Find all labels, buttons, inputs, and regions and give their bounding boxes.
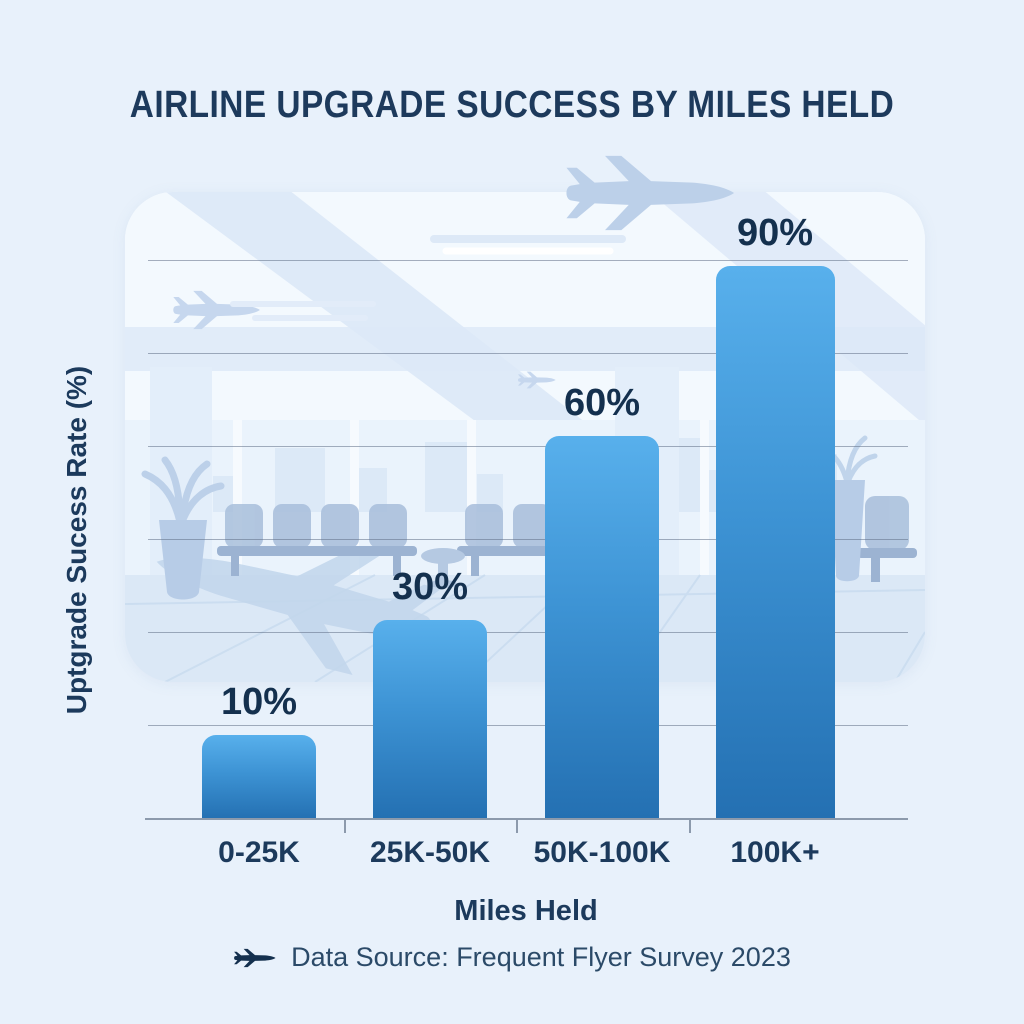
bar-value-label: 90% (736, 212, 814, 254)
gridline (148, 446, 908, 447)
data-source-footer: Data Source: Frequent Flyer Survey 2023 (0, 942, 1024, 973)
bar-value-label: 10% (220, 681, 298, 723)
axis-tick (516, 820, 518, 833)
x-tick-label: 0-25K (218, 836, 300, 869)
plane-speed-lines (230, 301, 376, 321)
bar-value-label: 30% (391, 566, 469, 608)
table (421, 548, 465, 588)
chart-title: AIRLINE UPGRADE SUCCESS BY MILES HELD (129, 84, 895, 126)
bar-50K-100K (545, 436, 659, 819)
plane-icon (233, 945, 277, 971)
bar-25K-50K (373, 620, 487, 819)
x-tick-label: 25K-50K (369, 836, 491, 869)
gridline (148, 725, 908, 726)
axis-tick (344, 820, 346, 833)
x-axis-line (145, 818, 908, 820)
ceiling-beam-icon (649, 192, 925, 426)
x-tick-label: 50K-100K (533, 836, 671, 869)
y-axis-label: Uptgrade Sucess Rate (%) (61, 365, 92, 715)
x-tick-label: 100K+ (730, 836, 820, 869)
bar-100K+ (715, 266, 835, 819)
axis-tick (689, 820, 691, 833)
bar-0-25K (202, 735, 316, 819)
x-axis-title: Miles Held (454, 895, 598, 927)
bar-value-label: 60% (563, 382, 641, 424)
data-source-text: Data Source: Frequent Flyer Survey 2023 (291, 942, 791, 972)
gridline (148, 539, 908, 540)
gridline (148, 632, 908, 633)
gridline (148, 260, 908, 261)
gridline (148, 353, 908, 354)
